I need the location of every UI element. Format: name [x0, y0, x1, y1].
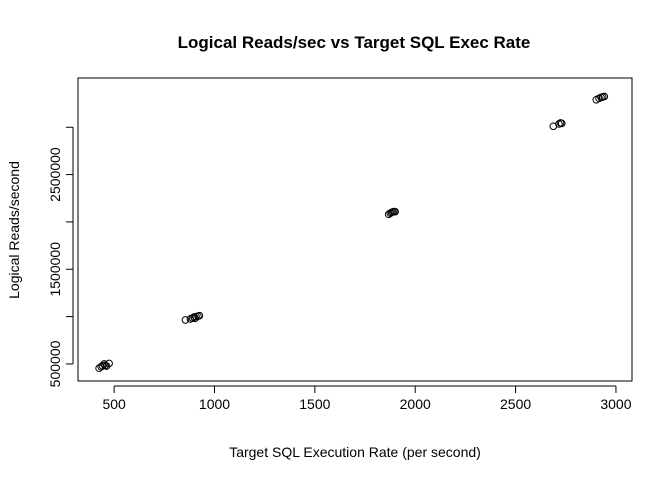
x-tick-label: 3000 — [600, 396, 631, 412]
data-point — [600, 92, 609, 101]
data-point — [555, 120, 563, 128]
data-point — [102, 362, 111, 370]
chart-title: Logical Reads/sec vs Target SQL Exec Rat… — [178, 33, 531, 52]
x-tick-label: 1000 — [199, 396, 230, 412]
x-tick-label: 2500 — [500, 396, 531, 412]
data-point — [98, 362, 107, 370]
y-tick-label: 500000 — [47, 340, 63, 387]
x-tick-label: 1500 — [299, 396, 330, 412]
data-point — [391, 207, 399, 216]
y-axis: 500000 1500000 2500000 — [47, 126, 74, 387]
y-axis-label: Logical Reads/second — [6, 161, 22, 299]
data-point — [181, 316, 190, 324]
x-axis: 500 1000 1500 2000 2500 3000 — [102, 385, 632, 412]
y-tick-label: 2500000 — [47, 147, 63, 202]
x-tick-label: 500 — [102, 396, 126, 412]
y-tick-label: 1500000 — [47, 242, 63, 297]
data-points — [95, 92, 609, 373]
x-axis-label: Target SQL Execution Rate (per second) — [229, 444, 481, 460]
plot-frame — [77, 77, 633, 382]
data-point — [105, 359, 113, 368]
x-tick-label: 2000 — [400, 396, 431, 412]
data-point — [195, 311, 204, 320]
data-point — [557, 119, 566, 128]
data-point — [100, 360, 108, 368]
